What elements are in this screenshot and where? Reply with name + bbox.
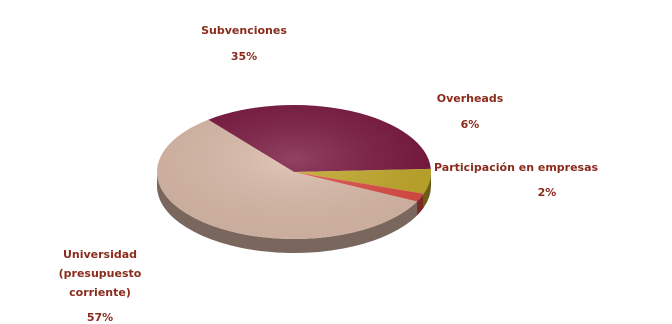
slice-label-subvenciones: Subvenciones: [201, 24, 287, 37]
slice-label-universidad-line1: Universidad: [63, 248, 137, 261]
slice-value-participacion: 2%: [538, 186, 557, 199]
slice-label-overheads: Overheads: [437, 92, 504, 105]
slice-value-overheads: 6%: [461, 118, 480, 131]
pie-top: [156, 105, 431, 240]
slice-label-participacion: Participación en empresas: [434, 161, 599, 174]
slice-value-subvenciones: 35%: [231, 50, 257, 63]
slice-label-universidad-line3: corriente): [69, 286, 131, 299]
slice-value-universidad: 57%: [87, 311, 113, 324]
slice-label-universidad-line2: (presupuesto: [59, 267, 142, 280]
